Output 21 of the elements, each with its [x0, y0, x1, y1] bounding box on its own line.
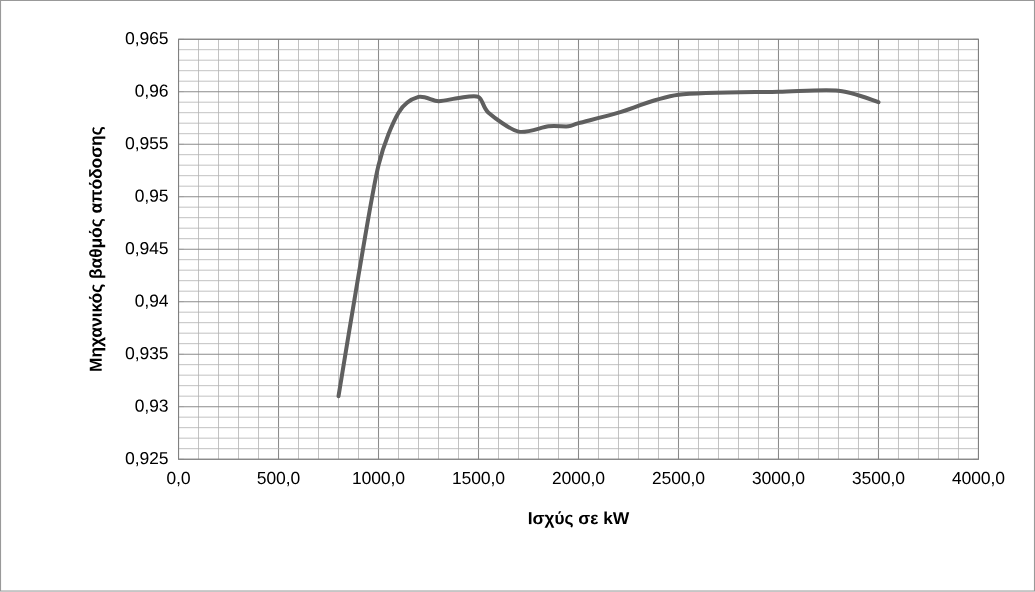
y-tick-label: 0,93 — [135, 399, 168, 414]
y-tick-label: 0,965 — [125, 32, 168, 47]
x-tick-label: 500,0 — [257, 472, 300, 487]
y-tick-label: 0,935 — [125, 347, 168, 362]
y-tick-label: 0,925 — [125, 452, 168, 467]
y-tick-label: 0,945 — [125, 242, 168, 257]
x-tick-label: 2500,0 — [652, 472, 705, 487]
y-tick-label: 0,95 — [135, 189, 168, 204]
x-tick-label: 2000,0 — [552, 472, 605, 487]
x-tick-label: 1000,0 — [353, 472, 405, 487]
x-tick-label: 0,0 — [167, 472, 190, 487]
x-tick-label: 4000,0 — [952, 472, 1005, 487]
x-axis-title: Ισχύς σε kW — [528, 511, 630, 528]
y-axis-title: Μηχανικός βαθμός απόδοσης — [88, 127, 106, 372]
y-tick-label: 0,955 — [125, 137, 168, 152]
line-series — [336, 88, 881, 399]
x-tick-label: 3500,0 — [852, 472, 905, 487]
x-tick-label: 3000,0 — [752, 472, 805, 487]
y-tick-label: 0,94 — [135, 294, 168, 309]
y-tick-label: 0,96 — [135, 84, 168, 100]
x-tick-label: 1500,0 — [453, 472, 505, 487]
